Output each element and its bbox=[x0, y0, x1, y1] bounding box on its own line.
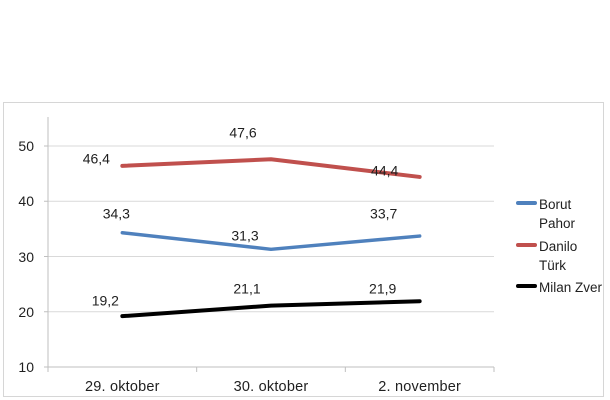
x-category-label: 2. november bbox=[378, 379, 462, 395]
legend-item-borut-pahor: Borut Pahor bbox=[516, 195, 603, 233]
legend-line-swatch bbox=[516, 243, 537, 247]
y-tick-label: 10 bbox=[18, 359, 34, 375]
data-label: 46,4 bbox=[82, 150, 110, 167]
y-tick-label: 50 bbox=[18, 138, 34, 154]
data-label: 21,9 bbox=[369, 280, 397, 297]
plot-area bbox=[44, 117, 495, 372]
data-label: 21,1 bbox=[233, 280, 261, 297]
legend-line-swatch bbox=[516, 201, 537, 205]
data-label: 19,2 bbox=[91, 292, 119, 309]
series-line-borut-pahor bbox=[120, 230, 422, 252]
y-tick-label: 20 bbox=[18, 303, 34, 320]
legend-label: Danilo Türk bbox=[539, 239, 578, 273]
data-label: 31,3 bbox=[231, 227, 259, 244]
chart-frame: 10 20 30 40 50 29. oktober 30. oktober 2. nove… bbox=[3, 102, 604, 397]
series-line-danilo-türk bbox=[120, 157, 422, 179]
legend-line-swatch bbox=[516, 284, 537, 288]
data-label: 44,4 bbox=[371, 162, 399, 179]
y-tick-label: 30 bbox=[18, 248, 34, 265]
series-line-milan-zver bbox=[120, 299, 422, 319]
legend-label: Borut Pahor bbox=[539, 197, 576, 231]
data-label: 34,3 bbox=[102, 205, 130, 222]
chart-legend: Borut Pahor Danilo Türk Milan Zver bbox=[516, 103, 606, 396]
data-label: 33,7 bbox=[370, 205, 398, 222]
legend-item-milan-zver: Milan Zver bbox=[516, 278, 602, 297]
legend-item-danilo-türk: Danilo Türk bbox=[516, 237, 603, 275]
x-category-label: 30. oktober bbox=[233, 379, 309, 395]
y-tick-label: 40 bbox=[18, 193, 34, 210]
data-label: 47,6 bbox=[229, 124, 257, 141]
x-category-label: 29. oktober bbox=[84, 379, 160, 395]
legend-label: Milan Zver bbox=[539, 280, 603, 295]
